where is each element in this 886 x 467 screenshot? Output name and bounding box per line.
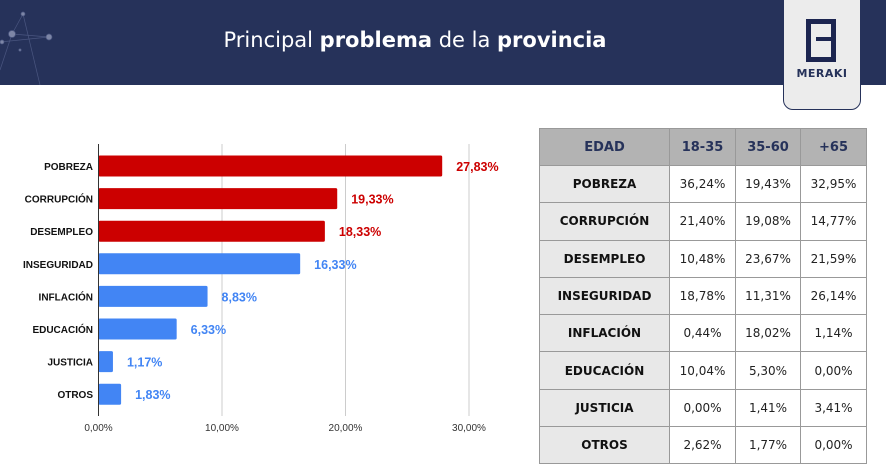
table-cell: 19,43% bbox=[735, 164, 801, 204]
category-label: CORRUPCIÓN bbox=[25, 193, 93, 206]
table-cell: 18,02% bbox=[735, 314, 801, 353]
category-label: INSEGURIDAD bbox=[23, 260, 93, 271]
category-label: OTROS bbox=[57, 390, 93, 401]
row-header-cell: INFLACIÓN bbox=[539, 314, 670, 353]
table-header-cell: EDAD bbox=[539, 128, 670, 166]
data-label: 19,33% bbox=[351, 193, 393, 207]
table-cell: 32,95% bbox=[800, 164, 867, 204]
category-label: EDUCACIÓN bbox=[32, 323, 93, 336]
row-header-cell: INSEGURIDAD bbox=[539, 276, 670, 316]
category-label: DESEMPLEO bbox=[30, 227, 93, 238]
table-row: CORRUPCIÓN 21,40% 19,08% 14,77% bbox=[539, 202, 867, 241]
bar-chart: 0,00% 10,00% 20,00% 30,00% POBREZA 27,83% CORR… bbox=[23, 144, 499, 434]
data-label: 1,17% bbox=[127, 356, 162, 370]
row-header-cell: POBREZA bbox=[539, 164, 670, 204]
network-decoration bbox=[0, 11, 53, 85]
table-cell: 2,62% bbox=[669, 426, 736, 465]
table-row: EDUCACIÓN 10,04% 5,30% 0,00% bbox=[539, 351, 867, 390]
table-cell: 21,40% bbox=[669, 202, 736, 241]
row-header-cell: JUSTICIA bbox=[539, 388, 670, 428]
table-row: POBREZA 36,24% 19,43% 32,95% bbox=[539, 164, 867, 204]
data-label: 1,83% bbox=[135, 388, 170, 402]
table-cell: 14,77% bbox=[800, 202, 867, 241]
table-header-cell: 35-60 bbox=[735, 128, 801, 166]
table-row: INFLACIÓN 0,44% 18,02% 1,14% bbox=[539, 314, 867, 353]
page-title: Principal problema de la provincia bbox=[223, 28, 607, 52]
data-label: 6,33% bbox=[191, 323, 226, 337]
x-tick-label: 20,00% bbox=[329, 423, 363, 434]
table-header-cell: 18-35 bbox=[669, 128, 736, 166]
category-label: POBREZA bbox=[44, 162, 93, 173]
table-cell: 10,04% bbox=[669, 351, 736, 390]
table-row: DESEMPLEO 10,48% 23,67% 21,59% bbox=[539, 239, 867, 278]
header-banner: Principal problema de la provincia bbox=[0, 0, 886, 85]
data-label: 8,83% bbox=[222, 290, 257, 304]
table-cell: 1,14% bbox=[800, 314, 867, 353]
age-table: EDAD 18-35 35-60 +65 POBREZA 36,24% 19,43% 32,… bbox=[539, 128, 867, 465]
meraki-logo: MERAKI bbox=[783, 0, 861, 110]
x-tick-label: 10,00% bbox=[205, 423, 239, 434]
table-cell: 23,67% bbox=[735, 239, 801, 278]
table-row: OTROS 2,62% 1,77% 0,00% bbox=[539, 426, 867, 465]
logo-mark-icon bbox=[806, 19, 836, 62]
bar bbox=[98, 188, 338, 210]
bar bbox=[98, 253, 301, 275]
bar bbox=[98, 155, 443, 177]
row-header-cell: CORRUPCIÓN bbox=[539, 202, 670, 241]
bar bbox=[98, 351, 113, 373]
table-cell: 11,31% bbox=[735, 276, 801, 316]
table-cell: 10,48% bbox=[669, 239, 736, 278]
table-row: JUSTICIA 0,00% 1,41% 3,41% bbox=[539, 388, 867, 428]
x-tick-label: 30,00% bbox=[452, 423, 486, 434]
table-cell: 1,41% bbox=[735, 388, 801, 428]
bar bbox=[98, 318, 177, 340]
table-cell: 1,77% bbox=[735, 426, 801, 465]
category-label: INFLACIÓN bbox=[39, 290, 93, 303]
bar bbox=[98, 383, 122, 405]
bar bbox=[98, 285, 208, 307]
table-cell: 0,00% bbox=[669, 388, 736, 428]
row-header-cell: DESEMPLEO bbox=[539, 239, 670, 278]
data-label: 27,83% bbox=[456, 160, 498, 174]
table-cell: 36,24% bbox=[669, 164, 736, 204]
data-label: 16,33% bbox=[314, 258, 356, 272]
table-cell: 26,14% bbox=[800, 276, 867, 316]
bar bbox=[98, 220, 325, 242]
table-cell: 0,00% bbox=[800, 351, 867, 390]
x-tick-label: 0,00% bbox=[84, 423, 112, 434]
category-label: JUSTICIA bbox=[47, 358, 93, 369]
row-header-cell: OTROS bbox=[539, 426, 670, 465]
table-cell: 3,41% bbox=[800, 388, 867, 428]
table-cell: 19,08% bbox=[735, 202, 801, 241]
table-cell: 21,59% bbox=[800, 239, 867, 278]
table-cell: 0,00% bbox=[800, 426, 867, 465]
row-header-cell: EDUCACIÓN bbox=[539, 351, 670, 390]
table-cell: 5,30% bbox=[735, 351, 801, 390]
table-row: INSEGURIDAD 18,78% 11,31% 26,14% bbox=[539, 276, 867, 316]
table-cell: 18,78% bbox=[669, 276, 736, 316]
data-label: 18,33% bbox=[339, 225, 381, 239]
table-header-cell: +65 bbox=[800, 128, 867, 166]
table-cell: 0,44% bbox=[669, 314, 736, 353]
